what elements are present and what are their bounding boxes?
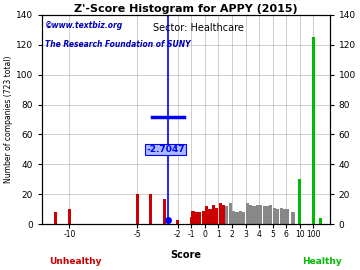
Bar <box>239 211 242 224</box>
Bar <box>68 209 71 224</box>
Bar <box>249 205 252 224</box>
Bar <box>190 217 193 224</box>
X-axis label: Score: Score <box>170 250 201 260</box>
Bar <box>262 206 266 224</box>
Bar <box>222 205 225 224</box>
Bar <box>225 206 229 224</box>
Bar <box>312 37 315 224</box>
Bar <box>208 209 212 224</box>
Bar <box>54 212 57 224</box>
Bar <box>219 203 222 224</box>
Bar <box>319 218 321 224</box>
Text: ©www.textbiz.org: ©www.textbiz.org <box>45 21 123 30</box>
Text: -2.7047: -2.7047 <box>146 145 185 154</box>
Text: Sector: Healthcare: Sector: Healthcare <box>153 23 243 33</box>
Bar <box>195 212 198 224</box>
Bar <box>212 205 215 224</box>
Bar <box>229 203 232 224</box>
Bar <box>252 206 256 224</box>
Text: Healthy: Healthy <box>302 257 342 266</box>
Bar <box>235 212 239 224</box>
Bar <box>269 205 273 224</box>
Bar <box>205 206 208 224</box>
Bar <box>291 212 294 224</box>
Bar <box>215 208 218 224</box>
Bar <box>266 206 269 224</box>
Bar <box>280 208 283 224</box>
Bar <box>232 211 235 224</box>
Bar <box>256 205 259 224</box>
Bar <box>192 211 194 224</box>
Bar <box>163 199 166 224</box>
Bar <box>135 194 139 224</box>
Bar <box>259 205 262 224</box>
Bar <box>246 203 249 224</box>
Bar <box>202 211 205 224</box>
Text: The Research Foundation of SUNY: The Research Foundation of SUNY <box>45 40 191 49</box>
Bar <box>273 208 276 224</box>
Bar <box>242 212 246 224</box>
Bar <box>176 220 179 224</box>
Bar <box>286 209 289 224</box>
Bar <box>283 209 286 224</box>
Title: Z'-Score Histogram for APPY (2015): Z'-Score Histogram for APPY (2015) <box>74 4 298 14</box>
Text: Unhealthy: Unhealthy <box>49 257 102 266</box>
Bar <box>276 209 279 224</box>
Bar <box>298 179 301 224</box>
Bar <box>198 212 201 224</box>
Y-axis label: Number of companies (723 total): Number of companies (723 total) <box>4 56 13 183</box>
Bar <box>149 194 152 224</box>
